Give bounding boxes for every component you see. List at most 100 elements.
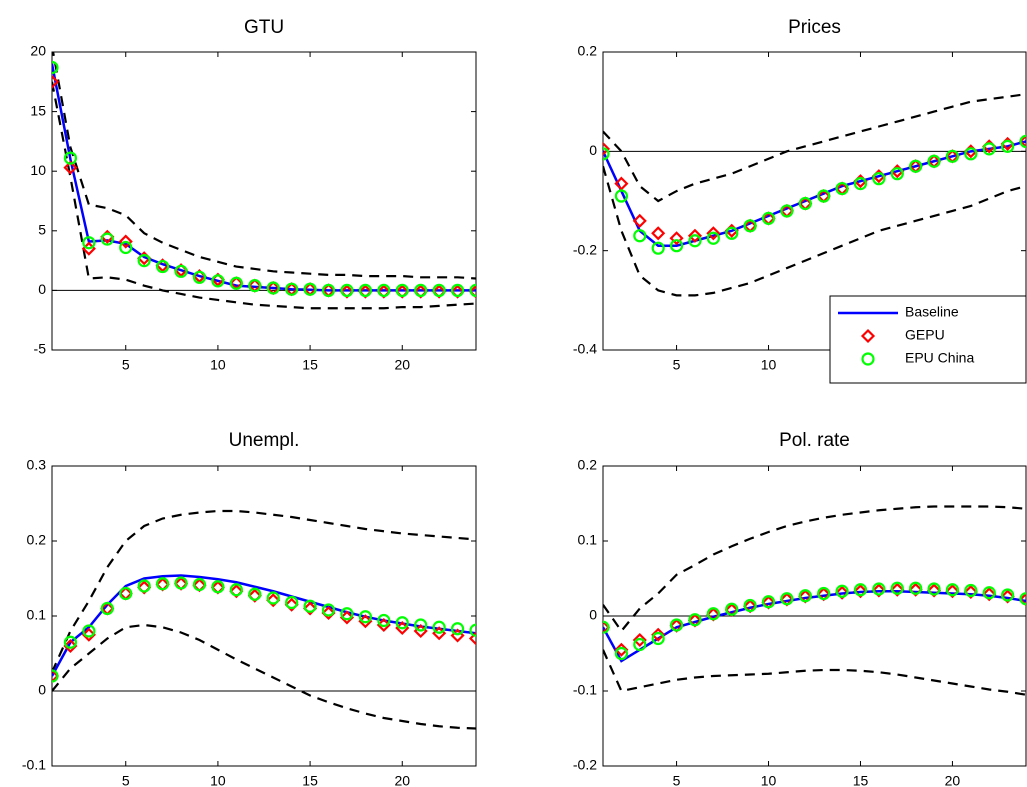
marker-circle <box>780 204 794 218</box>
marker-diamond <box>284 597 299 612</box>
marker-diamond <box>614 176 629 191</box>
marker-circle <box>414 618 428 632</box>
marker-circle <box>861 352 875 366</box>
marker-circle <box>817 586 831 601</box>
marker-circle <box>706 607 720 621</box>
marker-circle <box>395 616 409 630</box>
marker-diamond <box>63 160 78 175</box>
marker-circle <box>669 239 684 253</box>
marker-diamond <box>303 601 318 616</box>
y-tick-label: -0.4 <box>573 341 597 357</box>
y-tick-label: -0.1 <box>573 682 597 698</box>
legend-label: EPU China <box>905 350 974 366</box>
marker-circle <box>248 279 262 293</box>
marker-circle <box>100 232 114 246</box>
x-tick-label: 20 <box>394 773 410 787</box>
x-tick-label: 5 <box>122 357 130 373</box>
marker-circle <box>469 283 476 297</box>
subplot: Pol. rate -0.2 -0.1 0 0.1 0.2 5 10 15 20 <box>573 430 1027 787</box>
marker-diamond <box>229 584 244 599</box>
marker-diamond <box>1000 589 1015 604</box>
marker-circle <box>432 620 446 634</box>
y-tick-label: 20 <box>30 43 46 59</box>
marker-circle <box>603 620 610 634</box>
marker-circle <box>669 618 684 632</box>
band-line <box>603 505 1026 633</box>
marker-circle <box>52 669 59 683</box>
marker-diamond <box>339 610 355 625</box>
marker-circle <box>156 577 170 591</box>
y-tick-label: 0.1 <box>578 532 598 548</box>
marker-circle <box>82 624 96 638</box>
marker-diamond <box>706 226 721 241</box>
marker-circle <box>211 580 225 594</box>
marker-circle <box>303 599 317 613</box>
series-line <box>52 574 476 677</box>
x-tick-label: 5 <box>673 357 681 373</box>
marker-circle <box>266 281 280 295</box>
marker-circle <box>377 613 391 628</box>
marker-diamond <box>339 284 355 299</box>
marker-circle <box>340 607 354 621</box>
marker-circle <box>817 189 831 203</box>
y-tick-label: 0 <box>38 281 46 297</box>
marker-diamond <box>603 141 611 156</box>
plot-frame <box>602 51 1027 351</box>
marker-diamond <box>395 284 410 299</box>
legend-label: GEPU <box>905 327 945 343</box>
marker-circle <box>303 282 317 296</box>
marker-diamond <box>651 627 666 642</box>
x-tick-label: 15 <box>302 357 318 373</box>
band-line <box>603 165 1026 297</box>
marker-circle <box>450 622 465 636</box>
marker-circle <box>614 646 628 661</box>
marker-diamond <box>321 605 336 621</box>
marker-circle <box>982 142 996 156</box>
marker-diamond <box>614 642 629 657</box>
band-line <box>52 81 476 310</box>
y-tick-label: 0.1 <box>27 607 47 623</box>
marker-circle <box>414 283 428 297</box>
marker-circle <box>1019 592 1026 606</box>
marker-circle <box>614 189 628 203</box>
y-tick-label: -5 <box>34 341 47 357</box>
x-tick-label: 10 <box>210 357 226 373</box>
marker-circle <box>119 240 133 255</box>
marker-diamond <box>963 584 978 600</box>
marker-circle <box>1001 588 1015 602</box>
marker-diamond <box>137 580 152 595</box>
marker-circle <box>63 151 78 165</box>
y-tick-label: 0 <box>589 607 597 623</box>
y-tick-label: 5 <box>38 222 46 238</box>
x-tick-label: 10 <box>761 773 777 787</box>
marker-circle <box>688 613 702 627</box>
marker-circle <box>1019 134 1026 148</box>
marker-circle <box>266 591 280 605</box>
marker-diamond <box>890 582 905 597</box>
marker-circle <box>174 264 188 278</box>
marker-circle <box>909 581 923 595</box>
legend-box <box>829 295 1027 384</box>
y-tick-label: 0 <box>589 142 597 158</box>
marker-diamond <box>63 638 78 654</box>
x-tick-label: 20 <box>945 773 961 787</box>
marker-diamond <box>450 284 465 299</box>
marker-circle <box>651 241 665 255</box>
marker-circle <box>377 283 391 297</box>
marker-circle <box>688 234 702 248</box>
marker-circle <box>137 254 151 268</box>
marker-circle <box>798 589 812 603</box>
marker-diamond <box>1018 592 1026 607</box>
chart-title: Unempl. <box>229 430 300 451</box>
marker-circle <box>321 603 336 617</box>
marker-circle <box>798 196 812 211</box>
marker-circle <box>100 601 114 616</box>
marker-circle <box>192 577 207 592</box>
marker-circle <box>1001 139 1015 153</box>
marker-diamond <box>376 284 391 299</box>
marker-diamond <box>926 583 942 598</box>
chart-title: GTU <box>244 17 284 38</box>
subplot: Unempl. -0.1 0 0.1 0.2 0.3 5 10 15 20 <box>22 430 477 787</box>
marker-circle <box>321 283 336 297</box>
legend-label: Baseline <box>905 304 959 320</box>
